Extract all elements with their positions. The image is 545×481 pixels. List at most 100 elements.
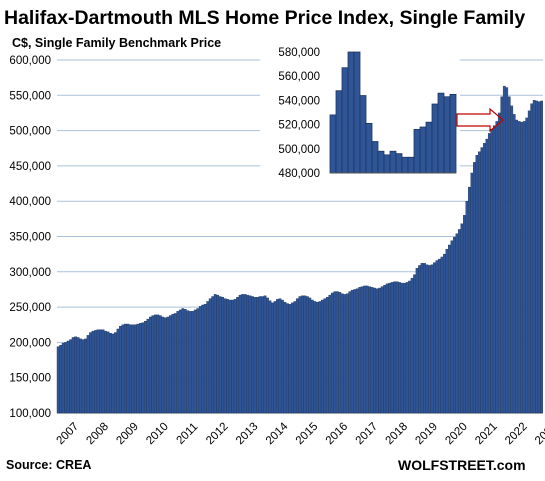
- inset-y-tick-label: 560,000: [278, 71, 320, 83]
- bar: [512, 114, 516, 414]
- bar: [363, 285, 367, 414]
- bar: [383, 285, 386, 414]
- bar: [111, 333, 115, 414]
- bar: [211, 296, 215, 414]
- bar: [228, 299, 232, 414]
- bar: [502, 85, 506, 414]
- bar: [395, 281, 399, 414]
- bar: [226, 299, 229, 414]
- bar: [71, 337, 75, 414]
- bar: [156, 314, 160, 414]
- source-label: Source: CREA: [6, 458, 91, 472]
- inset-y-tick-label: 520,000: [278, 120, 320, 132]
- inset-bar: [443, 96, 451, 174]
- inset-bar: [419, 126, 427, 174]
- bar: [393, 281, 396, 414]
- bar: [438, 258, 441, 414]
- x-tick-label: 2022: [503, 421, 530, 448]
- bar: [64, 342, 67, 414]
- x-tick-label: 2010: [144, 421, 171, 448]
- bar: [114, 332, 117, 414]
- bar: [328, 294, 332, 414]
- bar: [340, 293, 344, 414]
- bar: [136, 323, 140, 414]
- bar: [487, 133, 491, 414]
- inset-bar: [341, 67, 349, 174]
- bar: [206, 301, 210, 414]
- bar: [203, 304, 207, 414]
- inset-bar: [383, 154, 391, 174]
- bar: [121, 324, 125, 414]
- bar: [144, 321, 147, 414]
- bar: [266, 297, 269, 414]
- bar: [440, 256, 444, 414]
- bar: [151, 315, 155, 414]
- bar: [335, 291, 339, 414]
- x-tick-label: 2018: [384, 421, 411, 448]
- bar: [330, 292, 334, 414]
- y-tick-label: 450,000: [9, 161, 51, 173]
- bar: [241, 294, 244, 414]
- bar: [141, 322, 145, 414]
- brand-label: WOLFSTREET.com: [398, 457, 526, 473]
- bar: [208, 298, 212, 414]
- bar: [348, 291, 352, 414]
- bar: [527, 110, 531, 414]
- bar: [540, 100, 544, 414]
- bar: [465, 200, 469, 414]
- bar: [413, 274, 416, 414]
- bar: [455, 233, 459, 414]
- bar: [522, 121, 526, 414]
- bar: [445, 249, 449, 414]
- bar: [350, 289, 354, 414]
- bar: [109, 333, 112, 414]
- inset-bar: [437, 92, 445, 174]
- bar: [423, 263, 426, 414]
- bar: [168, 315, 172, 414]
- x-tick-label: 2019: [413, 421, 440, 448]
- bar: [470, 172, 474, 414]
- bar: [131, 324, 135, 414]
- bar: [178, 309, 182, 414]
- y-tick-label: 500,000: [9, 126, 51, 138]
- bar: [318, 301, 322, 414]
- bar: [535, 100, 539, 414]
- bar: [218, 296, 222, 414]
- bar: [480, 147, 484, 414]
- bar: [256, 297, 259, 414]
- bar: [281, 299, 284, 414]
- bar: [485, 138, 489, 414]
- bar: [408, 280, 411, 414]
- chart-subtitle: C$, Single Family Benchmark Price: [12, 36, 221, 50]
- bar: [99, 329, 102, 414]
- bar: [198, 306, 202, 414]
- x-tick-label: 2009: [114, 421, 141, 448]
- x-tick-label: 2008: [84, 421, 111, 448]
- bar: [430, 264, 434, 414]
- bar: [532, 100, 536, 414]
- bar: [176, 311, 180, 414]
- bar: [94, 330, 97, 414]
- bar: [233, 299, 237, 414]
- bar: [124, 323, 127, 414]
- bar: [320, 299, 324, 414]
- bar: [243, 294, 247, 414]
- bar: [146, 318, 150, 414]
- bar: [358, 287, 362, 414]
- bar: [183, 309, 187, 414]
- bar: [296, 298, 299, 414]
- y-tick-label: 550,000: [9, 90, 51, 102]
- bar: [505, 87, 509, 414]
- bar: [79, 338, 82, 414]
- bar: [59, 345, 62, 414]
- bar: [365, 285, 369, 414]
- bar: [490, 128, 494, 414]
- bar: [158, 315, 162, 414]
- bar: [84, 338, 87, 414]
- bar: [69, 339, 72, 414]
- bar: [353, 289, 357, 414]
- y-tick-label: 150,000: [9, 373, 51, 385]
- inset-bar: [377, 150, 385, 174]
- bar: [510, 105, 514, 414]
